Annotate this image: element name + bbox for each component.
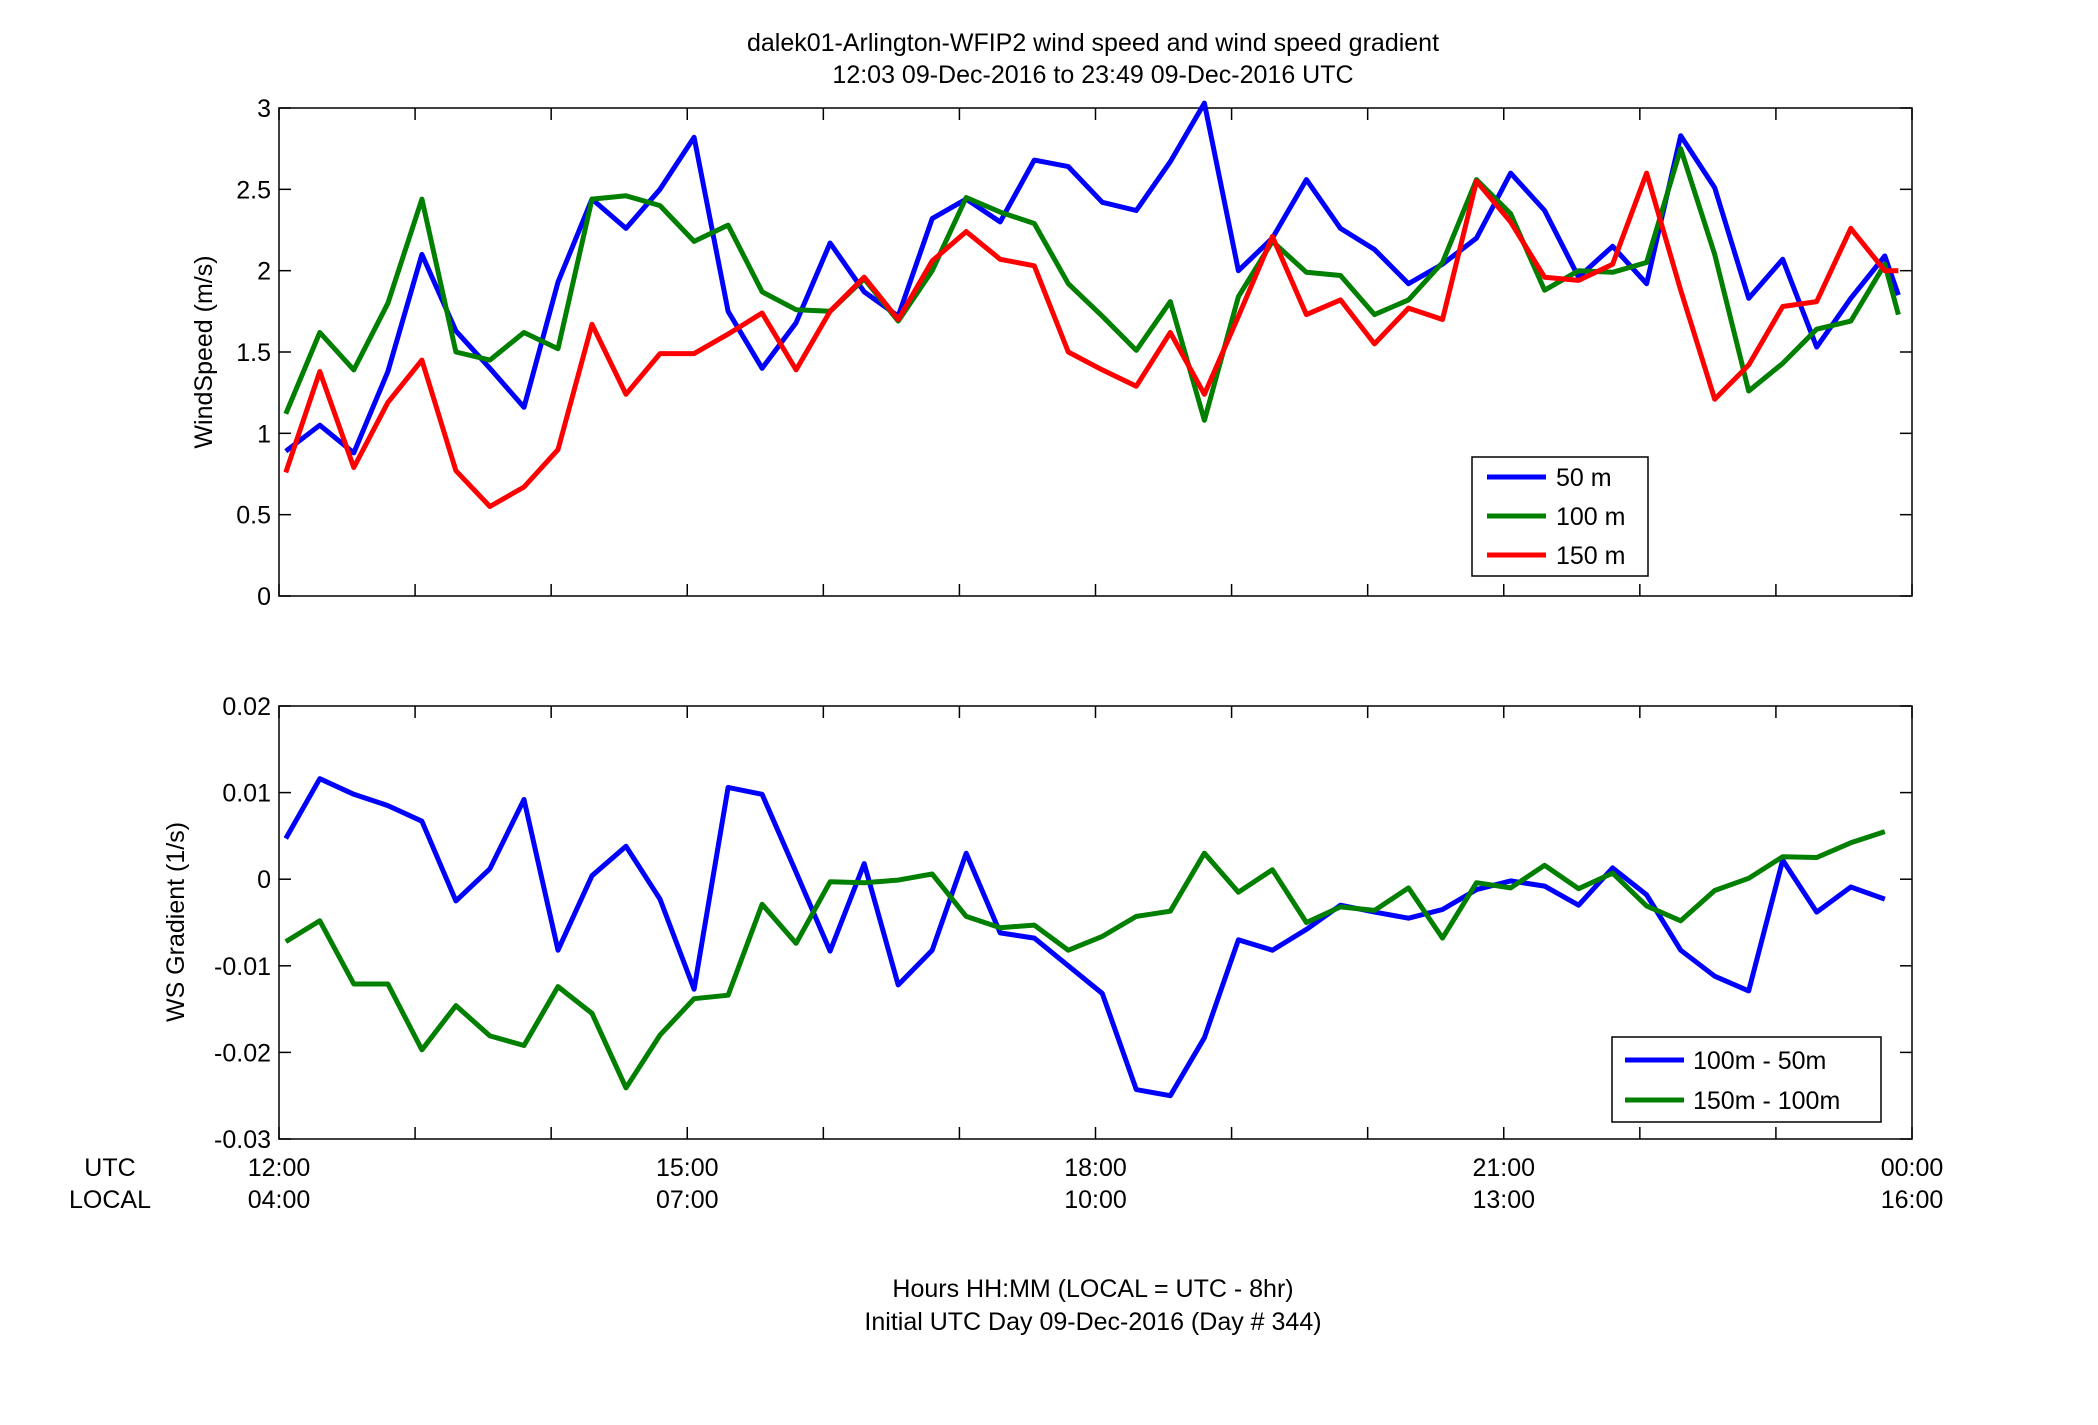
y-tick-label: 0: [257, 583, 271, 611]
legend-label-150m: 150 m: [1556, 542, 1625, 570]
chart-title-line1: dalek01-Arlington-WFIP2 wind speed and w…: [747, 29, 1439, 57]
series-line-100m-minus-50m: [283, 776, 1886, 1099]
x-tick-label-local: 10:00: [1064, 1186, 1127, 1214]
y-tick-label: 2: [257, 258, 271, 286]
local-row-label: LOCAL: [69, 1186, 151, 1214]
gradient-legend: 100m - 50m 150m - 100m: [1611, 1036, 1882, 1123]
windspeed-legend: 50 m 100 m 150 m: [1471, 456, 1649, 577]
gradient-panel: -0.03 -0.02 -0.01 0 0.01 0.02 WS Gradient (1/…: [162, 693, 1913, 1154]
x-tick-label-utc: 15:00: [656, 1154, 719, 1182]
gradient-ylabel: WS Gradient (1/s): [162, 822, 190, 1022]
y-tick-label: -0.02: [214, 1039, 271, 1067]
y-tick-label: 3: [257, 95, 271, 123]
series-line-50m: [284, 100, 1901, 456]
y-tick-label: -0.01: [214, 953, 271, 981]
gradient-legend-box: [1611, 1036, 1882, 1123]
y-tick-label: 0: [257, 866, 271, 894]
y-tick-label: 0.02: [222, 693, 271, 721]
x-tick-label-utc: 00:00: [1881, 1154, 1944, 1182]
chart-title-line2: 12:03 09-Dec-2016 to 23:49 09-Dec-2016 U…: [832, 61, 1353, 89]
x-tick-label-local: 07:00: [656, 1186, 719, 1214]
y-tick-label: -0.03: [214, 1126, 271, 1154]
y-tick-label: 1: [257, 420, 271, 448]
x-axis-label-line2: Initial UTC Day 09-Dec-2016 (Day # 344): [864, 1308, 1321, 1336]
y-tick-label: 0.01: [222, 780, 271, 808]
x-tick-labels: 12:00 04:00 15:00 07:00 18:00 10:00 21:00 13:00…: [248, 1154, 1944, 1214]
x-axis-label-line1: Hours HH:MM (LOCAL = UTC - 8hr): [892, 1275, 1293, 1303]
x-tick-label-utc: 12:00: [248, 1154, 311, 1182]
legend-label-150m-100m: 150m - 100m: [1693, 1087, 1840, 1115]
x-tick-label-local: 16:00: [1881, 1186, 1944, 1214]
legend-label-50m: 50 m: [1556, 464, 1612, 492]
windspeed-panel: 0 0.5 1 1.5 2 2.5 3 WindSpeed (m/s) 50 m 100 m…: [190, 95, 1913, 611]
y-tick-label: 2.5: [236, 176, 271, 204]
series-line-150m-minus-100m: [284, 829, 1886, 1091]
legend-label-100m-50m: 100m - 50m: [1693, 1047, 1826, 1075]
y-tick-label: 0.5: [236, 502, 271, 530]
x-tick-label-local: 04:00: [248, 1186, 311, 1214]
x-tick-label-utc: 21:00: [1472, 1154, 1535, 1182]
legend-label-100m: 100 m: [1556, 503, 1625, 531]
y-tick-label: 1.5: [236, 339, 271, 367]
series-line-150m: [283, 170, 1899, 509]
series-line-100m: [283, 146, 1901, 423]
windspeed-ylabel: WindSpeed (m/s): [190, 255, 218, 448]
x-tick-label-utc: 18:00: [1064, 1154, 1127, 1182]
utc-row-label: UTC: [84, 1154, 135, 1182]
x-tick-label-local: 13:00: [1472, 1186, 1535, 1214]
